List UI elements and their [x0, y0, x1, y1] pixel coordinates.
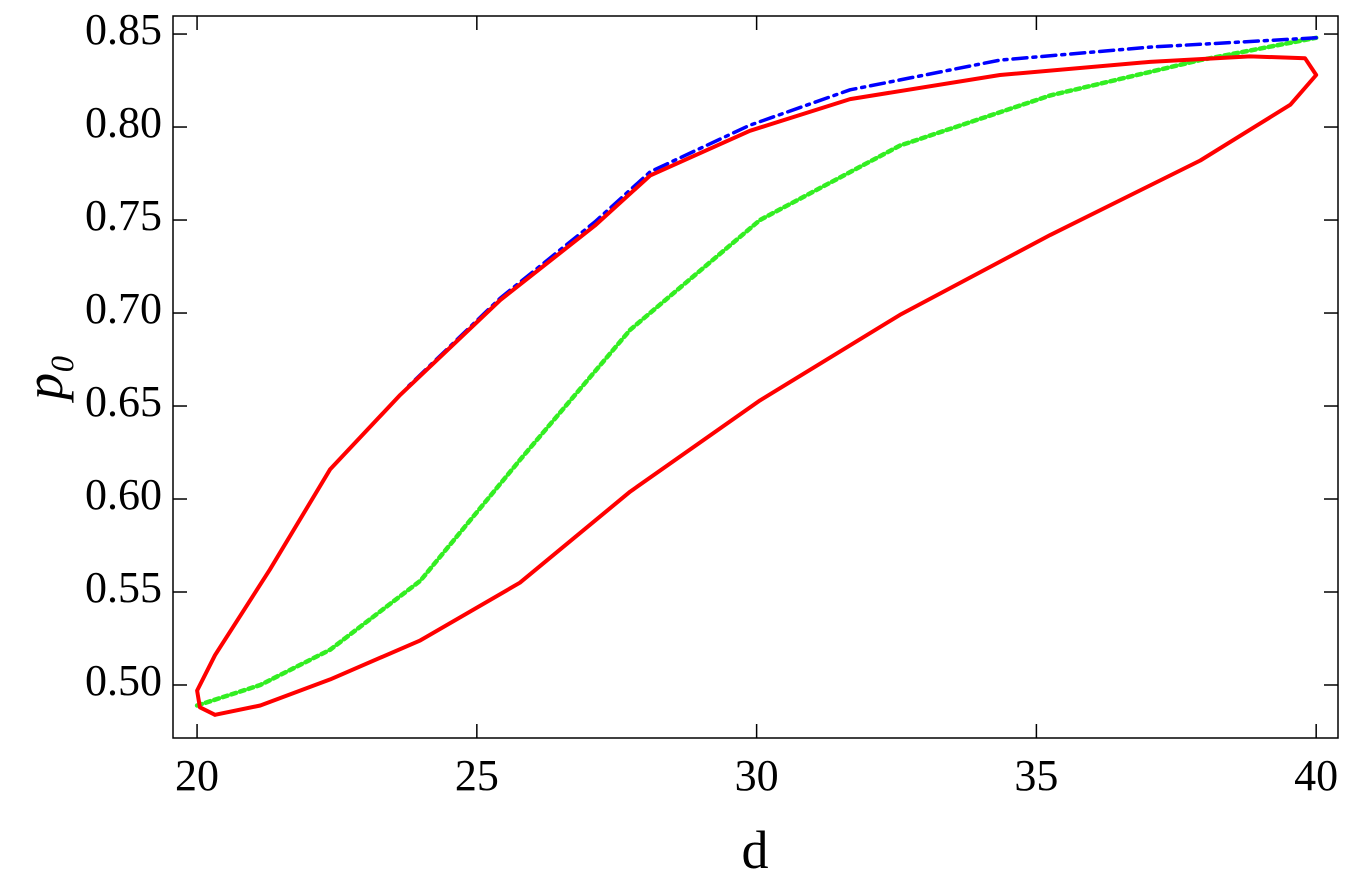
- x-tick-label: 20: [175, 751, 219, 800]
- x-axis-label: d: [742, 820, 769, 880]
- y-axis-label: p₀: [14, 354, 74, 404]
- x-tick-label: 35: [1014, 751, 1058, 800]
- y-tick-label: 0.55: [85, 563, 162, 612]
- y-tick-label: 0.85: [85, 5, 162, 54]
- y-tick-label: 0.60: [85, 470, 162, 519]
- y-tick-label: 0.70: [85, 284, 162, 333]
- y-tick-label: 0.75: [85, 191, 162, 240]
- x-tick-label: 40: [1294, 751, 1338, 800]
- plot-frame: [172, 15, 1339, 739]
- series-line: [195, 54, 1319, 717]
- y-tick-label: 0.65: [85, 377, 162, 426]
- x-tick-label: 25: [455, 751, 499, 800]
- y-tick-label: 0.80: [85, 98, 162, 147]
- series-line: [194, 35, 1319, 708]
- x-tick-label: 30: [735, 751, 779, 800]
- y-tick-label: 0.50: [85, 656, 162, 705]
